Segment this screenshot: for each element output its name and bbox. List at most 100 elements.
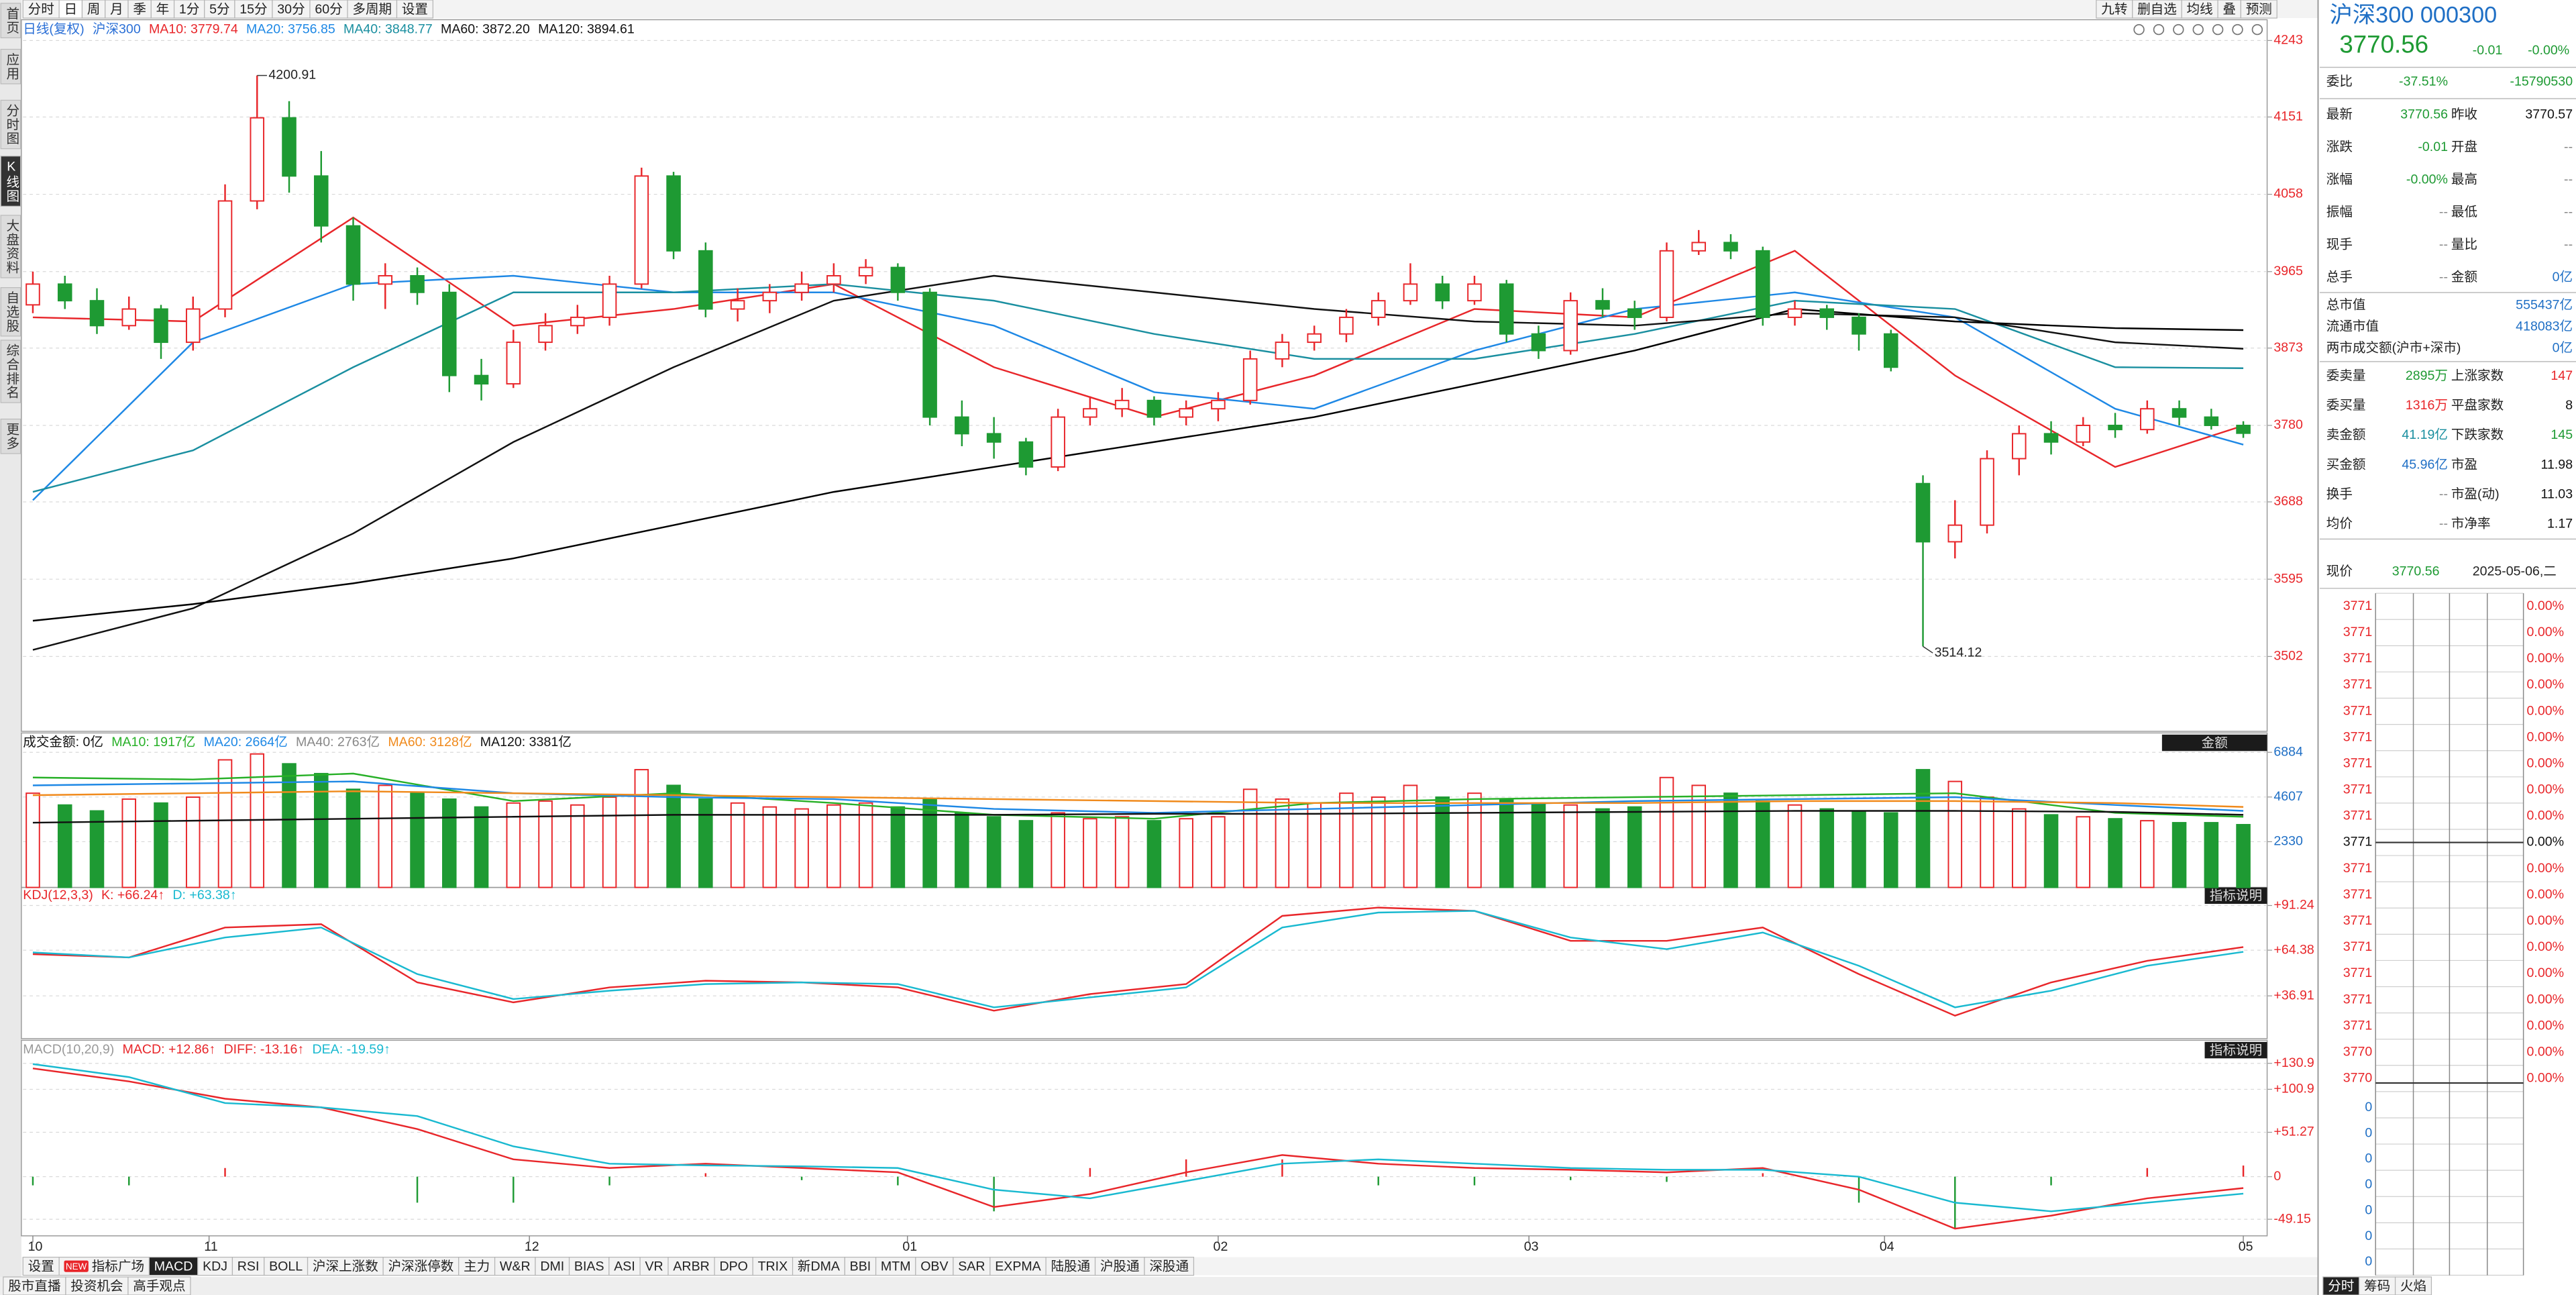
sidebar-item[interactable]: 分时图	[4, 103, 19, 145]
tab[interactable]: 沪深上涨数	[313, 1259, 378, 1274]
mini-price-label: 3771	[2343, 966, 2373, 980]
quote-label: 下跌家数	[2451, 427, 2504, 442]
period-button[interactable]: 15分	[239, 2, 267, 17]
tab[interactable]: 主力	[464, 1259, 490, 1274]
indicator-line	[32, 910, 2244, 1008]
moving-average-line	[32, 283, 2244, 493]
tab[interactable]: TRIX	[758, 1259, 788, 1274]
sidebar-item-bg	[0, 340, 21, 403]
now-price: 3770.56	[2392, 564, 2440, 579]
icon[interactable]	[2232, 23, 2243, 36]
quote-value: 11.98	[2541, 457, 2573, 472]
sidebar-item[interactable]: K线图	[4, 160, 19, 203]
tab[interactable]: 沪深涨停数	[388, 1259, 453, 1274]
candle-body	[378, 275, 393, 285]
sidebar-item[interactable]: 综合排名	[4, 344, 19, 399]
mini-price-label: 3771	[2343, 599, 2373, 613]
tab[interactable]: 陆股通	[1051, 1259, 1090, 1274]
tool-button[interactable]: 叠	[2222, 2, 2236, 17]
indicator-button[interactable]: 指标说明	[2210, 888, 2262, 903]
tab[interactable]: W&R	[500, 1259, 531, 1274]
tab[interactable]: DMI	[540, 1259, 564, 1274]
period-button[interactable]: 季	[133, 2, 146, 17]
icon[interactable]	[2153, 23, 2165, 36]
amount-button[interactable]: 金额	[2202, 735, 2229, 750]
mini-percent-label: 0.00%	[2527, 809, 2565, 823]
icon[interactable]	[2173, 23, 2184, 36]
tab[interactable]: BOLL	[269, 1259, 303, 1274]
main-panel	[21, 19, 2268, 732]
candle-body	[1114, 399, 1130, 410]
tool-button[interactable]: 九转	[2101, 2, 2127, 17]
tab[interactable]: MTM	[881, 1259, 911, 1274]
mini-tab[interactable]: 火焰	[2400, 1279, 2426, 1294]
mini-tab[interactable]: 筹码	[2364, 1279, 2390, 1294]
tab[interactable]: MACD	[154, 1259, 193, 1274]
tab[interactable]: KDJ	[203, 1259, 227, 1274]
bottom-link[interactable]: 投资机会	[70, 1279, 123, 1294]
period-button[interactable]: 30分	[277, 2, 305, 17]
tab[interactable]: 深股通	[1149, 1259, 1189, 1274]
tab-bg	[231, 1257, 265, 1276]
tab-bg	[639, 1257, 669, 1276]
icon[interactable]	[2192, 23, 2204, 36]
period-button[interactable]: 分时	[28, 2, 54, 17]
icon[interactable]	[2212, 23, 2224, 36]
quote-value: 555437亿	[2516, 298, 2573, 313]
tool-button[interactable]: 删自选	[2137, 2, 2177, 17]
quote-value: 418083亿	[2516, 319, 2573, 334]
period-button[interactable]: 年	[156, 2, 170, 17]
tab[interactable]: 沪股通	[1100, 1259, 1140, 1274]
tool-button-bg	[2217, 0, 2241, 19]
tab[interactable]: BBI	[850, 1259, 871, 1274]
tab[interactable]: 指标广场	[92, 1259, 144, 1274]
tab[interactable]: EXPMA	[995, 1259, 1041, 1274]
mini-price-label: 3771	[2343, 939, 2373, 954]
mini-tab[interactable]: 分时	[2328, 1279, 2354, 1294]
icon[interactable]	[2251, 23, 2263, 36]
mini-price-label: 0	[2365, 1151, 2372, 1166]
period-button[interactable]: 设置	[402, 2, 428, 17]
quote-label: 昨收	[2451, 107, 2477, 122]
tab[interactable]: 设置	[28, 1259, 54, 1274]
icon[interactable]	[2133, 23, 2145, 36]
tab[interactable]: OBV	[920, 1259, 948, 1274]
period-button[interactable]: 月	[110, 2, 123, 17]
sidebar-item[interactable]: 自选股	[4, 291, 19, 333]
period-button[interactable]: 日	[64, 2, 77, 17]
sidebar-item[interactable]: 应用	[4, 52, 19, 81]
quote-value: --	[2439, 238, 2448, 252]
period-button[interactable]: 60分	[315, 2, 342, 17]
tab[interactable]: ASI	[614, 1259, 635, 1274]
bottom-link[interactable]: 股市直播	[8, 1279, 61, 1294]
tab[interactable]: ARBR	[673, 1259, 709, 1274]
tab[interactable]: SAR	[958, 1259, 985, 1274]
sidebar-item[interactable]: 大盘资料	[4, 219, 19, 274]
tab[interactable]: BIAS	[574, 1259, 604, 1274]
x-tick-label: 10	[28, 1239, 43, 1254]
tool-button[interactable]: 预测	[2246, 2, 2272, 17]
quote-label: 现手	[2326, 238, 2353, 252]
candle-body	[2140, 408, 2155, 431]
period-button-bg	[22, 0, 60, 19]
period-button[interactable]: 周	[87, 2, 101, 17]
volume-bar	[602, 796, 617, 888]
tab[interactable]: VR	[645, 1259, 663, 1274]
legend-item: KDJ(12,3,3)	[23, 888, 93, 902]
bottom-link-bg	[127, 1276, 191, 1295]
candle-body	[2012, 433, 2027, 460]
period-button[interactable]: 多周期	[352, 2, 392, 17]
volume-bar	[1851, 810, 1866, 888]
period-button[interactable]: 5分	[209, 2, 229, 17]
sidebar-item[interactable]: 首页	[4, 7, 19, 35]
legend-item: MACD(10,20,9)	[23, 1042, 114, 1057]
tab[interactable]: RSI	[237, 1259, 260, 1274]
bottom-link[interactable]: 高手观点	[133, 1279, 185, 1294]
indicator-button[interactable]: 指标说明	[2210, 1043, 2262, 1057]
mini-price-label: 0	[2365, 1254, 2372, 1269]
period-button[interactable]: 1分	[179, 2, 199, 17]
tab[interactable]: DPO	[719, 1259, 747, 1274]
tab[interactable]: 新DMA	[798, 1259, 841, 1274]
tool-button[interactable]: 均线	[2187, 2, 2213, 17]
sidebar-item[interactable]: 更多	[4, 422, 19, 450]
